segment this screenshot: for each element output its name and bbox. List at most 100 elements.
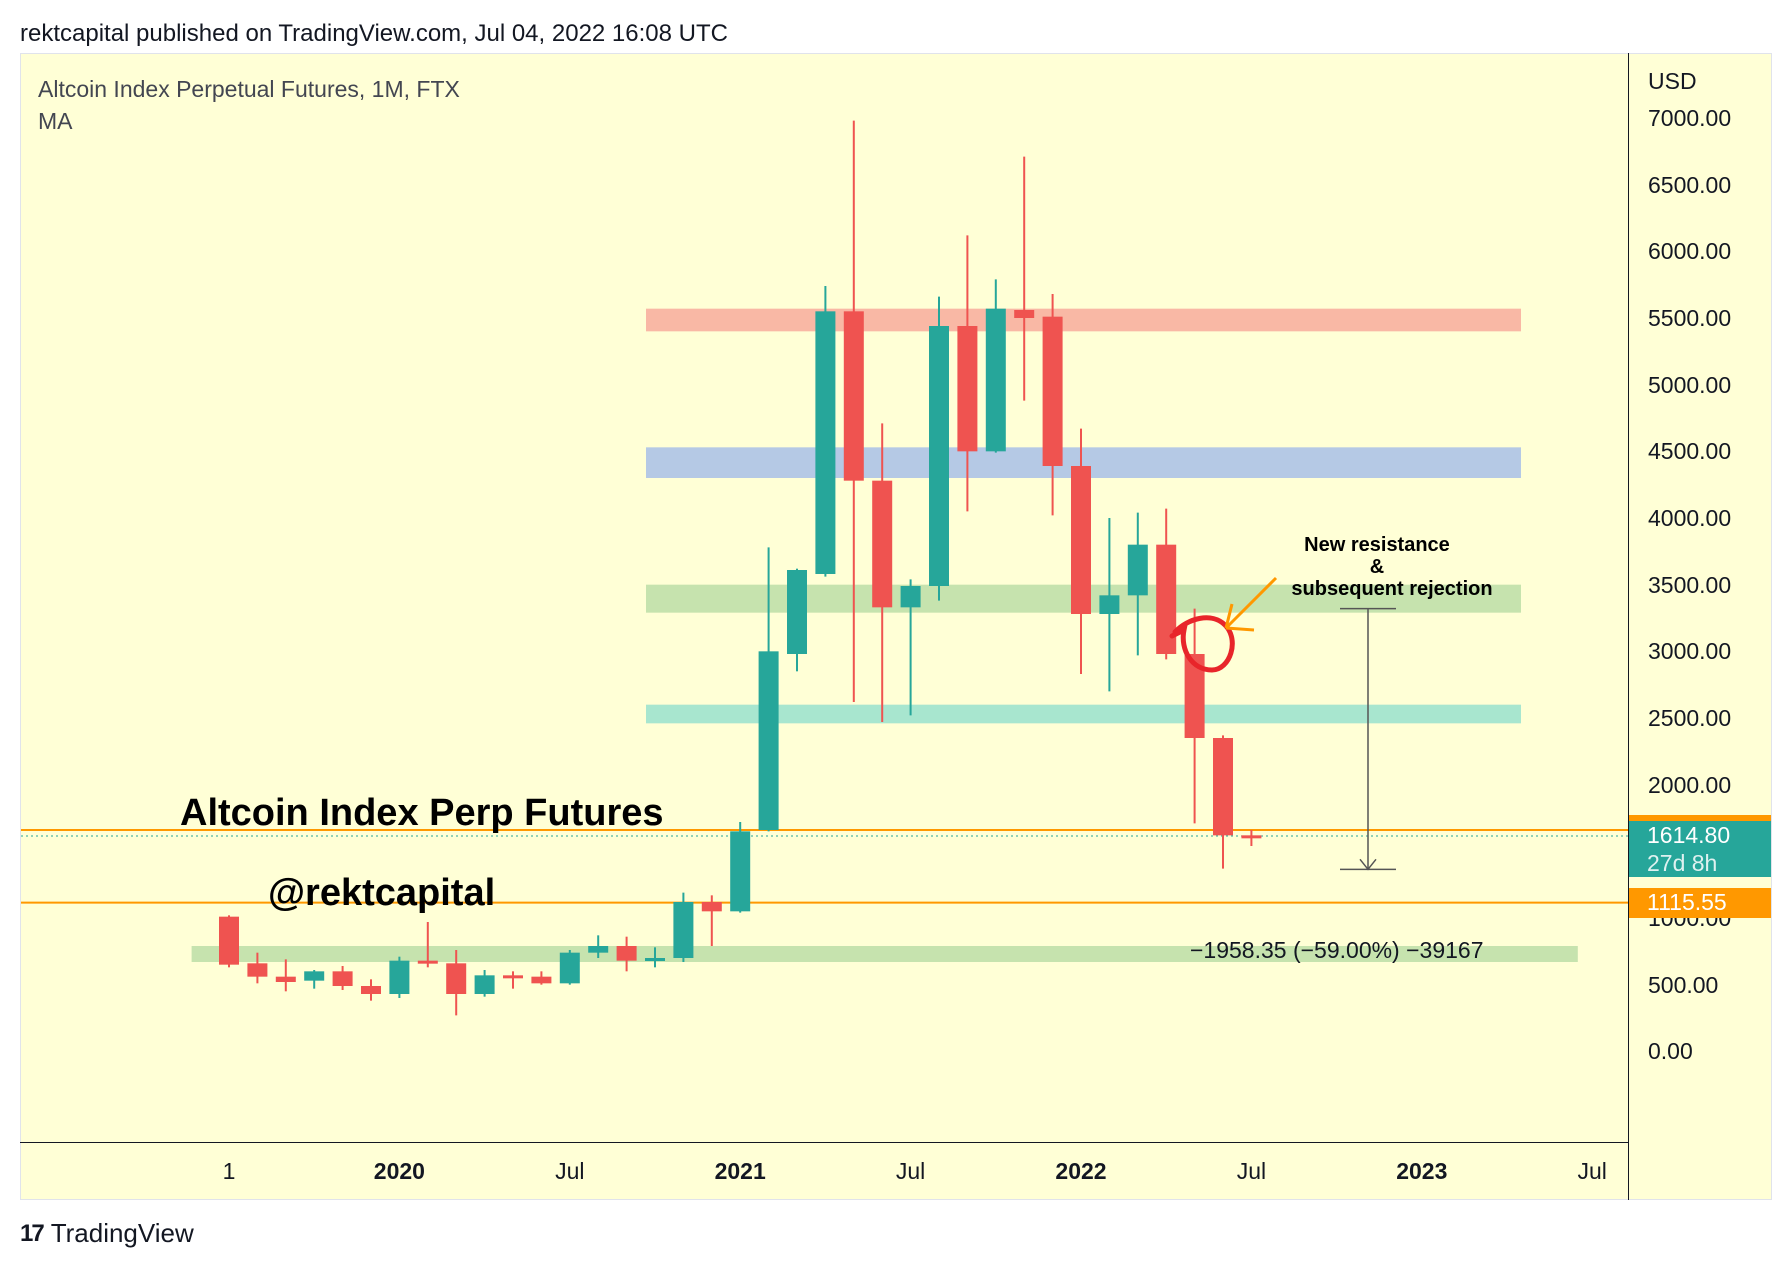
candle-body xyxy=(1071,466,1091,614)
candle-2021-10 xyxy=(985,279,1006,453)
candle-2020-09 xyxy=(616,936,637,972)
candle-2021-05 xyxy=(843,120,864,702)
candle-2020-11 xyxy=(673,892,694,962)
candle-body xyxy=(559,952,580,984)
candle-2021-07 xyxy=(900,579,921,716)
candle-body xyxy=(304,971,325,981)
candle-2022-05 xyxy=(1184,608,1205,824)
price-tick-label: 2500.00 xyxy=(1648,705,1732,731)
legend-indicator: MA xyxy=(38,108,73,134)
candle-2022-03 xyxy=(1127,512,1148,656)
rejection-circle xyxy=(1169,615,1235,673)
price-tick-label: 2000.00 xyxy=(1648,771,1732,798)
candle-body xyxy=(758,651,779,830)
price-tick-label: 4500.00 xyxy=(1648,438,1732,465)
price-tag-countdown: 27d 8h xyxy=(1647,850,1718,877)
candle-2021-04 xyxy=(815,286,836,577)
time-label: 2023 xyxy=(1396,1158,1448,1184)
time-label: 2022 xyxy=(1055,1158,1107,1184)
zones-layer xyxy=(191,308,1578,962)
measure-label: −1958.35 (−59.00%) −39167 xyxy=(1190,937,1484,963)
annotation-arrowhead xyxy=(1225,626,1255,632)
candle-body xyxy=(872,480,893,608)
candle-body xyxy=(1127,544,1148,596)
price-tag: 1614.80 27d 8h xyxy=(1629,821,1771,878)
candle-2019-12 xyxy=(361,979,381,1001)
candle-body xyxy=(446,963,467,994)
price-tick-label: 4000.00 xyxy=(1648,505,1732,531)
time-label: 2021 xyxy=(714,1158,766,1184)
candle-body xyxy=(929,326,949,586)
price-tick-label: 500.00 xyxy=(1648,971,1719,998)
candle-2020-06 xyxy=(531,971,552,985)
candle-2022-02 xyxy=(1099,518,1120,692)
time-label: Jul xyxy=(1577,1158,1607,1184)
handle-text: @rektcapital xyxy=(268,872,496,914)
candle-2020-07 xyxy=(559,950,580,985)
candle-body xyxy=(417,960,438,964)
candle-2019-11 xyxy=(332,966,353,990)
candle-body xyxy=(588,946,609,953)
time-label: Jul xyxy=(555,1158,585,1184)
candle-body xyxy=(673,902,694,958)
candle-2020-12 xyxy=(701,895,722,946)
red-zone xyxy=(646,308,1521,332)
measure-arrowhead xyxy=(1359,858,1377,871)
green-zone-lower xyxy=(191,946,1578,962)
candle-2019-07 xyxy=(219,915,239,968)
candle-body xyxy=(247,963,268,977)
price-tick-label: 3500.00 xyxy=(1648,571,1732,598)
candle-body xyxy=(730,831,751,912)
candle-2021-06 xyxy=(872,423,893,722)
candle-2021-03 xyxy=(787,568,807,672)
candle-body xyxy=(361,986,381,994)
price-tick-label: 7000.00 xyxy=(1648,105,1732,131)
candle-body xyxy=(701,902,722,912)
price-tick-label: 6500.00 xyxy=(1648,171,1732,198)
candle-2020-04 xyxy=(474,970,495,997)
candle-body xyxy=(1156,544,1177,654)
chart-frame xyxy=(20,53,1772,1200)
candle-body xyxy=(1213,738,1233,836)
candle-body xyxy=(1099,595,1120,614)
candle-2021-12 xyxy=(1042,294,1063,516)
candle-2020-08 xyxy=(588,935,609,958)
candle-body xyxy=(843,311,864,481)
annotation-line-3: subsequent rejection xyxy=(1291,578,1493,600)
candle-2021-11 xyxy=(1014,156,1035,401)
price-tick-label: 5000.00 xyxy=(1648,371,1732,398)
candle-body xyxy=(474,975,495,994)
price-tag: 1115.55 xyxy=(1629,887,1771,918)
candle-body xyxy=(985,308,1006,452)
annotation-arrow xyxy=(1224,576,1278,630)
time-label: 2020 xyxy=(373,1158,425,1184)
candle-2022-01 xyxy=(1071,428,1091,674)
footer-brand: TradingView xyxy=(50,1218,194,1248)
candle-body xyxy=(787,570,807,654)
footer[interactable]: 17 TradingView xyxy=(20,1218,194,1249)
annotation-arrowhead-2 xyxy=(1224,603,1234,629)
candle-2022-06 xyxy=(1213,735,1233,869)
publish-header: rektcapital published on TradingView.com… xyxy=(20,20,728,47)
price-axis-border xyxy=(1628,53,1629,1200)
candle-body xyxy=(1184,654,1205,738)
candle-body xyxy=(616,946,637,961)
candle-body xyxy=(219,916,239,965)
candle-2022-07 xyxy=(1241,830,1262,846)
candles-layer xyxy=(219,120,1262,1016)
candle-body xyxy=(645,958,665,961)
candle-2019-08 xyxy=(247,952,268,984)
candle-body xyxy=(815,311,836,574)
lines-layer xyxy=(21,828,1628,904)
candle-2021-02 xyxy=(758,547,779,832)
candle-2020-02 xyxy=(417,922,438,968)
legend-title: Altcoin Index Perpetual Futures, 1M, FTX xyxy=(38,76,460,102)
price-tick-label: 0.00 xyxy=(1648,1038,1693,1065)
price-tag-value: 1115.55 xyxy=(1647,888,1727,915)
candle-2020-03 xyxy=(446,950,467,1016)
candle-2022-04 xyxy=(1156,508,1177,660)
candle-body xyxy=(1042,316,1063,466)
time-label: Jul xyxy=(895,1158,926,1184)
candle-body xyxy=(275,976,296,982)
